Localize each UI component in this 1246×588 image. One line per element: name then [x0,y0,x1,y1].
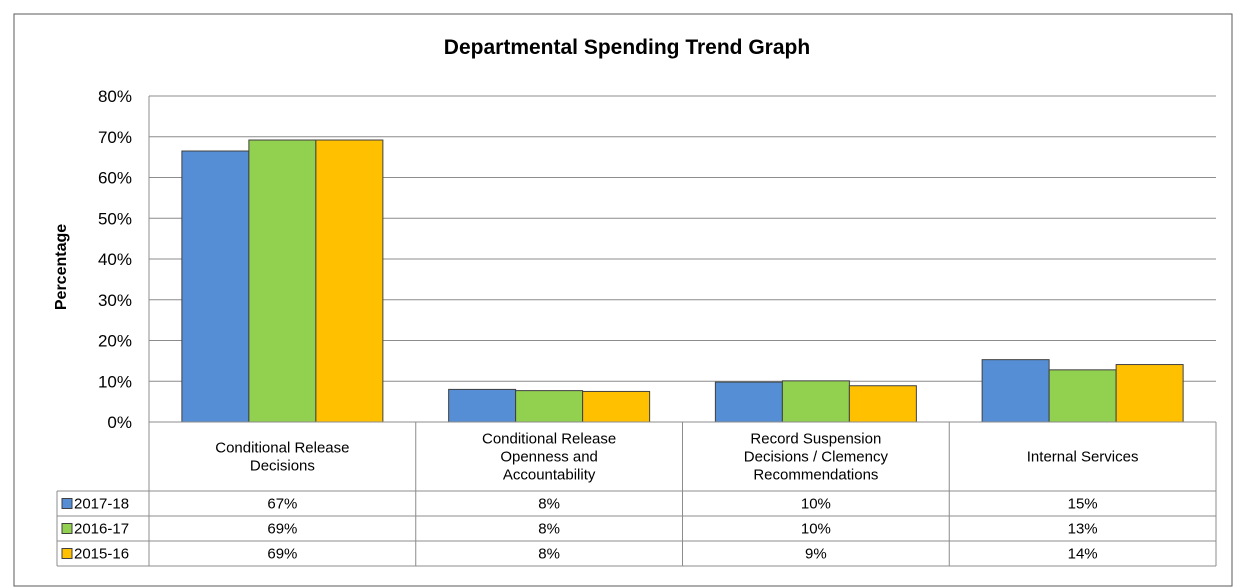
bar [848,385,917,423]
bar [781,380,850,423]
category-label: Conditional Release Decisions [215,440,349,475]
bar [1048,369,1117,423]
bar [515,390,584,423]
y-tick-label: 0% [107,413,132,432]
chart-title: Departmental Spending Trend Graph [444,36,810,59]
category-label: Conditional Release Openness and Accountab… [482,431,616,484]
bar [448,388,517,423]
legend-key [61,498,73,509]
y-tick-label: 40% [98,250,132,269]
data-label: 10% [801,521,831,538]
y-tick-label: 70% [98,128,132,147]
data-label: 14% [1068,546,1098,563]
y-axis-label: Percentage [53,224,70,310]
data-label: 15% [1068,496,1098,513]
bar [714,381,783,423]
data-label: 8% [538,546,560,563]
data-label: 13% [1068,521,1098,538]
data-table: Conditional Release Decisions Conditional … [56,422,1217,567]
y-tick-label: 50% [98,209,132,228]
bar [181,150,250,423]
category-label: Internal Services [1027,449,1139,466]
y-tick-label: 60% [98,169,132,188]
data-label: 67% [267,496,297,513]
bar [315,139,384,423]
category-label: Record Suspension Decisions / Clemency Rec… [744,431,889,484]
bars [181,139,1184,423]
legend-key [61,523,73,534]
data-label: 9% [805,546,827,563]
data-label: 8% [538,521,560,538]
y-tick-label: 10% [98,372,132,391]
series-name: 2015-16 [74,546,129,563]
series-name: 2016-17 [74,521,129,538]
bar [582,390,651,423]
legend-key [61,548,73,559]
y-tick-label: 80% [98,87,132,106]
y-tick-label: 20% [98,332,132,351]
bar [981,359,1050,423]
bar [248,139,317,423]
data-label: 69% [267,521,297,538]
bar [1115,364,1184,423]
data-label: 10% [801,496,831,513]
data-label: 8% [538,496,560,513]
series-name: 2017-18 [74,496,129,513]
data-label: 69% [267,546,297,563]
y-tick-label: 30% [98,291,132,310]
